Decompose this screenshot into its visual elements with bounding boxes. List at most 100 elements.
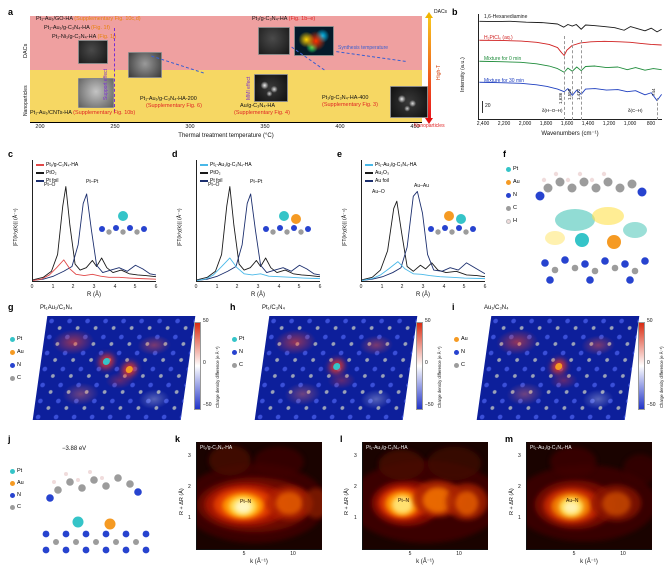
- axis-tick: 3: [518, 453, 521, 459]
- exafs-xlabel: R (Å): [251, 292, 265, 298]
- axis-tick: 250: [110, 124, 120, 130]
- item-pt-gcn-ha: Pt₁/g-C₃N₄-HA (Fig. 1b–e): [252, 16, 315, 23]
- arrow-down-icon: [425, 118, 433, 124]
- item-ref: (Supplementary Fig. 10c,d): [74, 16, 141, 22]
- band-label-1558: 1,558: [567, 88, 572, 100]
- axis-tick: 2,000: [518, 121, 532, 127]
- axis-tick: 2: [71, 284, 75, 290]
- c-atom: [73, 539, 79, 545]
- exafs-xlabel: R (Å): [87, 292, 101, 298]
- legend-swatch: [36, 180, 44, 182]
- axis-tick: 2,200: [497, 121, 511, 127]
- peak-label-pt-pt: Pt–Pt: [250, 179, 263, 185]
- c-atom: [603, 177, 613, 187]
- legend-label: N: [17, 362, 21, 368]
- h-atom: [64, 472, 68, 476]
- axis-tick: 1: [380, 284, 384, 290]
- exafs-ylabel: |FT(k³χ(k))| (Å⁻⁴): [342, 208, 348, 247]
- wt-annotation-pt-n: Pt–N: [398, 498, 410, 504]
- n-atom: [442, 225, 448, 231]
- panel-letter-g: g: [8, 302, 14, 312]
- n-atom: [42, 546, 50, 554]
- c-atom: [270, 229, 276, 235]
- series-label-mixture-0: Mixture for 0 min: [484, 56, 522, 62]
- n-atom: [134, 488, 142, 496]
- colorbar: [194, 322, 201, 410]
- legend-row: Pt foil: [36, 178, 59, 184]
- n-atom: [641, 257, 649, 265]
- n-atom: [581, 260, 589, 268]
- n-atom: [470, 226, 476, 232]
- isosurface-blob: [555, 209, 595, 231]
- legend-row: Pt₁-Au₁/g-C₃N₄-HA: [365, 162, 417, 168]
- pt-atom: [118, 211, 128, 221]
- n-atom: [277, 225, 283, 231]
- isosurface-blob: [623, 222, 647, 238]
- au-legend-dot: [10, 349, 15, 355]
- colorbar-tick: −50: [647, 402, 656, 408]
- item-name: Pt₁-Au₁/g-C₃N₄-HA: [44, 25, 90, 31]
- wt-title-k: Pt₁/g-C₃N₄-HA: [200, 445, 233, 451]
- axis-tick: 1: [354, 515, 357, 521]
- axis-tick: 5: [297, 284, 301, 290]
- item-name: Pt₁-Ni₁/g-C₃N₄-HA: [52, 34, 96, 40]
- exafs-plot-c: [32, 160, 156, 282]
- n-atom: [127, 225, 133, 231]
- wt-xlabel: k (Å⁻¹): [250, 559, 268, 565]
- n-atom: [291, 225, 297, 231]
- c-legend-dot: [10, 375, 15, 381]
- n-legend-dot: [10, 492, 15, 498]
- colorbar-tick: 0: [425, 360, 428, 366]
- item-pt-gcn-400-ref: (Supplementary Fig. 3): [322, 102, 378, 108]
- eds-map-image: [294, 26, 334, 56]
- wt-xlabel: k (Å⁻¹): [580, 559, 598, 565]
- peak-label-pt-o: Pt–O: [44, 182, 56, 188]
- axis-tick: 1: [518, 515, 521, 521]
- pt-legend-dot: [10, 336, 15, 342]
- band-line-1558: [572, 40, 573, 120]
- axis-tick: 0: [30, 284, 34, 290]
- legend-row: N: [232, 349, 243, 355]
- n-atom: [637, 187, 647, 197]
- c-atom: [114, 474, 122, 482]
- legend-row: C: [232, 362, 243, 368]
- legend-label: N: [17, 492, 21, 498]
- item-name: Pt₁/g-C₃N₄-HA: [252, 16, 288, 22]
- pt-atom: [72, 516, 84, 528]
- n-atom: [305, 226, 311, 232]
- legend-row: Au: [10, 349, 24, 355]
- c-atom: [551, 266, 559, 274]
- c-atom: [611, 264, 619, 272]
- c-atom: [284, 229, 290, 235]
- legend-label: C: [513, 205, 517, 211]
- legend-label: N: [461, 349, 465, 355]
- axis-tick: 400: [335, 124, 345, 130]
- axis-tick: 450: [410, 124, 420, 130]
- axis-tick: 6: [154, 284, 158, 290]
- peak-label-pt-o: Pt–O: [208, 182, 220, 188]
- c-atom: [134, 229, 140, 235]
- cd-title-i: Au₁/C₃N₄: [484, 305, 509, 311]
- colorbar-tick: 50: [203, 318, 209, 324]
- h-atom: [541, 177, 547, 183]
- legend-swatch: [36, 164, 44, 166]
- exafs-plot-e: [361, 160, 485, 282]
- c-legend-dot: [232, 362, 237, 368]
- legend-row: C: [454, 362, 465, 368]
- c-atom: [571, 264, 579, 272]
- legend-label: Pt foil: [46, 178, 59, 184]
- item-pt-au-gcn-ha: Pt₁-Au₁/g-C₃N₄-HA (Fig. 1f): [44, 25, 110, 32]
- axis-tick: 4: [113, 284, 117, 290]
- c-atom: [120, 229, 126, 235]
- legend-label: C: [239, 362, 243, 368]
- au-atom: [291, 214, 301, 224]
- temperature-gradient-bar: [428, 18, 431, 118]
- c-legend-dot: [454, 362, 459, 368]
- legend-label: Pt₁-Au₁/g-C₃N₄-HA: [375, 162, 417, 168]
- c-atom: [102, 482, 110, 490]
- pt-legend-dot: [10, 468, 15, 474]
- legend-label: Pt₁-Au₁/g-C₃N₄-HA: [210, 162, 252, 168]
- axis-tick: 3: [188, 453, 191, 459]
- ftir-xlabel: Wavenumbers (cm⁻¹): [541, 131, 599, 137]
- legend-swatch: [200, 180, 208, 182]
